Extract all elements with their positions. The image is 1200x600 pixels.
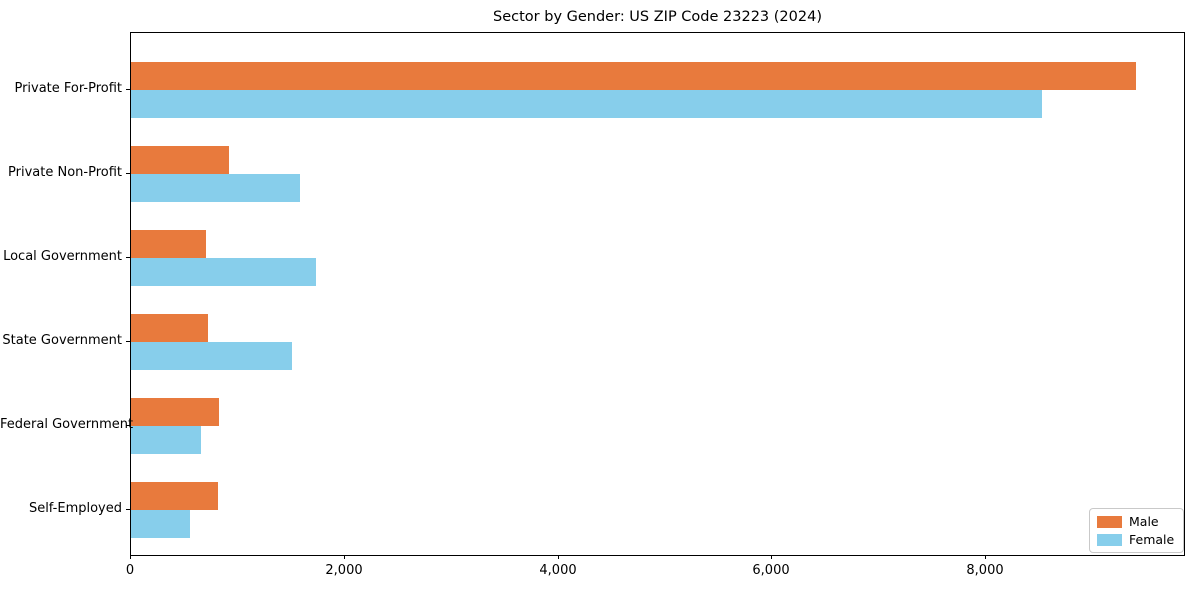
male-swatch: [1097, 515, 1122, 528]
x-axis-tick-label: 6,000: [752, 563, 790, 578]
plot-area: [130, 32, 1185, 556]
legend-item-female: Female: [1097, 533, 1174, 546]
y-axis-tick: [126, 509, 130, 510]
x-axis-tick-label: 8,000: [966, 563, 1004, 578]
x-axis-tick: [344, 555, 345, 559]
bar-male-private-non-profit: [131, 146, 229, 174]
female-swatch: [1097, 533, 1122, 546]
y-axis-tick: [126, 341, 130, 342]
y-axis-tick: [126, 425, 130, 426]
x-axis-tick-label: 0: [125, 563, 135, 578]
bar-male-self-employed: [131, 482, 218, 510]
x-axis-tick: [130, 555, 131, 559]
legend-label-male: Male: [1129, 514, 1159, 529]
bar-female-private-for-profit: [131, 90, 1042, 118]
bar-male-state-government: [131, 314, 208, 342]
bar-female-state-government: [131, 342, 292, 370]
x-axis-tick: [771, 555, 772, 559]
bar-male-private-for-profit: [131, 62, 1136, 90]
y-axis-tick: [126, 89, 130, 90]
x-axis-tick-label: 2,000: [325, 563, 363, 578]
legend-label-female: Female: [1129, 532, 1175, 547]
bar-female-federal-government: [131, 426, 201, 454]
bar-male-local-government: [131, 230, 206, 258]
legend: Male Female: [1089, 508, 1185, 553]
y-axis-label-private-for-profit: Private For-Profit: [14, 81, 122, 96]
y-axis-label-local-government: Local Government: [3, 249, 122, 264]
bar-female-self-employed: [131, 510, 190, 538]
y-axis-tick: [126, 173, 130, 174]
bar-female-local-government: [131, 258, 316, 286]
bar-female-private-non-profit: [131, 174, 300, 202]
y-axis-label-state-government: State Government: [2, 333, 122, 348]
y-axis-label-federal-government: Federal Government: [0, 417, 134, 432]
y-axis-tick: [126, 257, 130, 258]
x-axis-tick-label: 4,000: [539, 563, 577, 578]
chart-title: Sector by Gender: US ZIP Code 23223 (202…: [493, 9, 822, 25]
x-axis-tick: [985, 555, 986, 559]
bar-male-federal-government: [131, 398, 219, 426]
x-axis-tick: [558, 555, 559, 559]
y-axis-label-self-employed: Self-Employed: [28, 501, 122, 516]
y-axis-label-private-non-profit: Private Non-Profit: [8, 165, 122, 180]
legend-item-male: Male: [1097, 515, 1174, 528]
